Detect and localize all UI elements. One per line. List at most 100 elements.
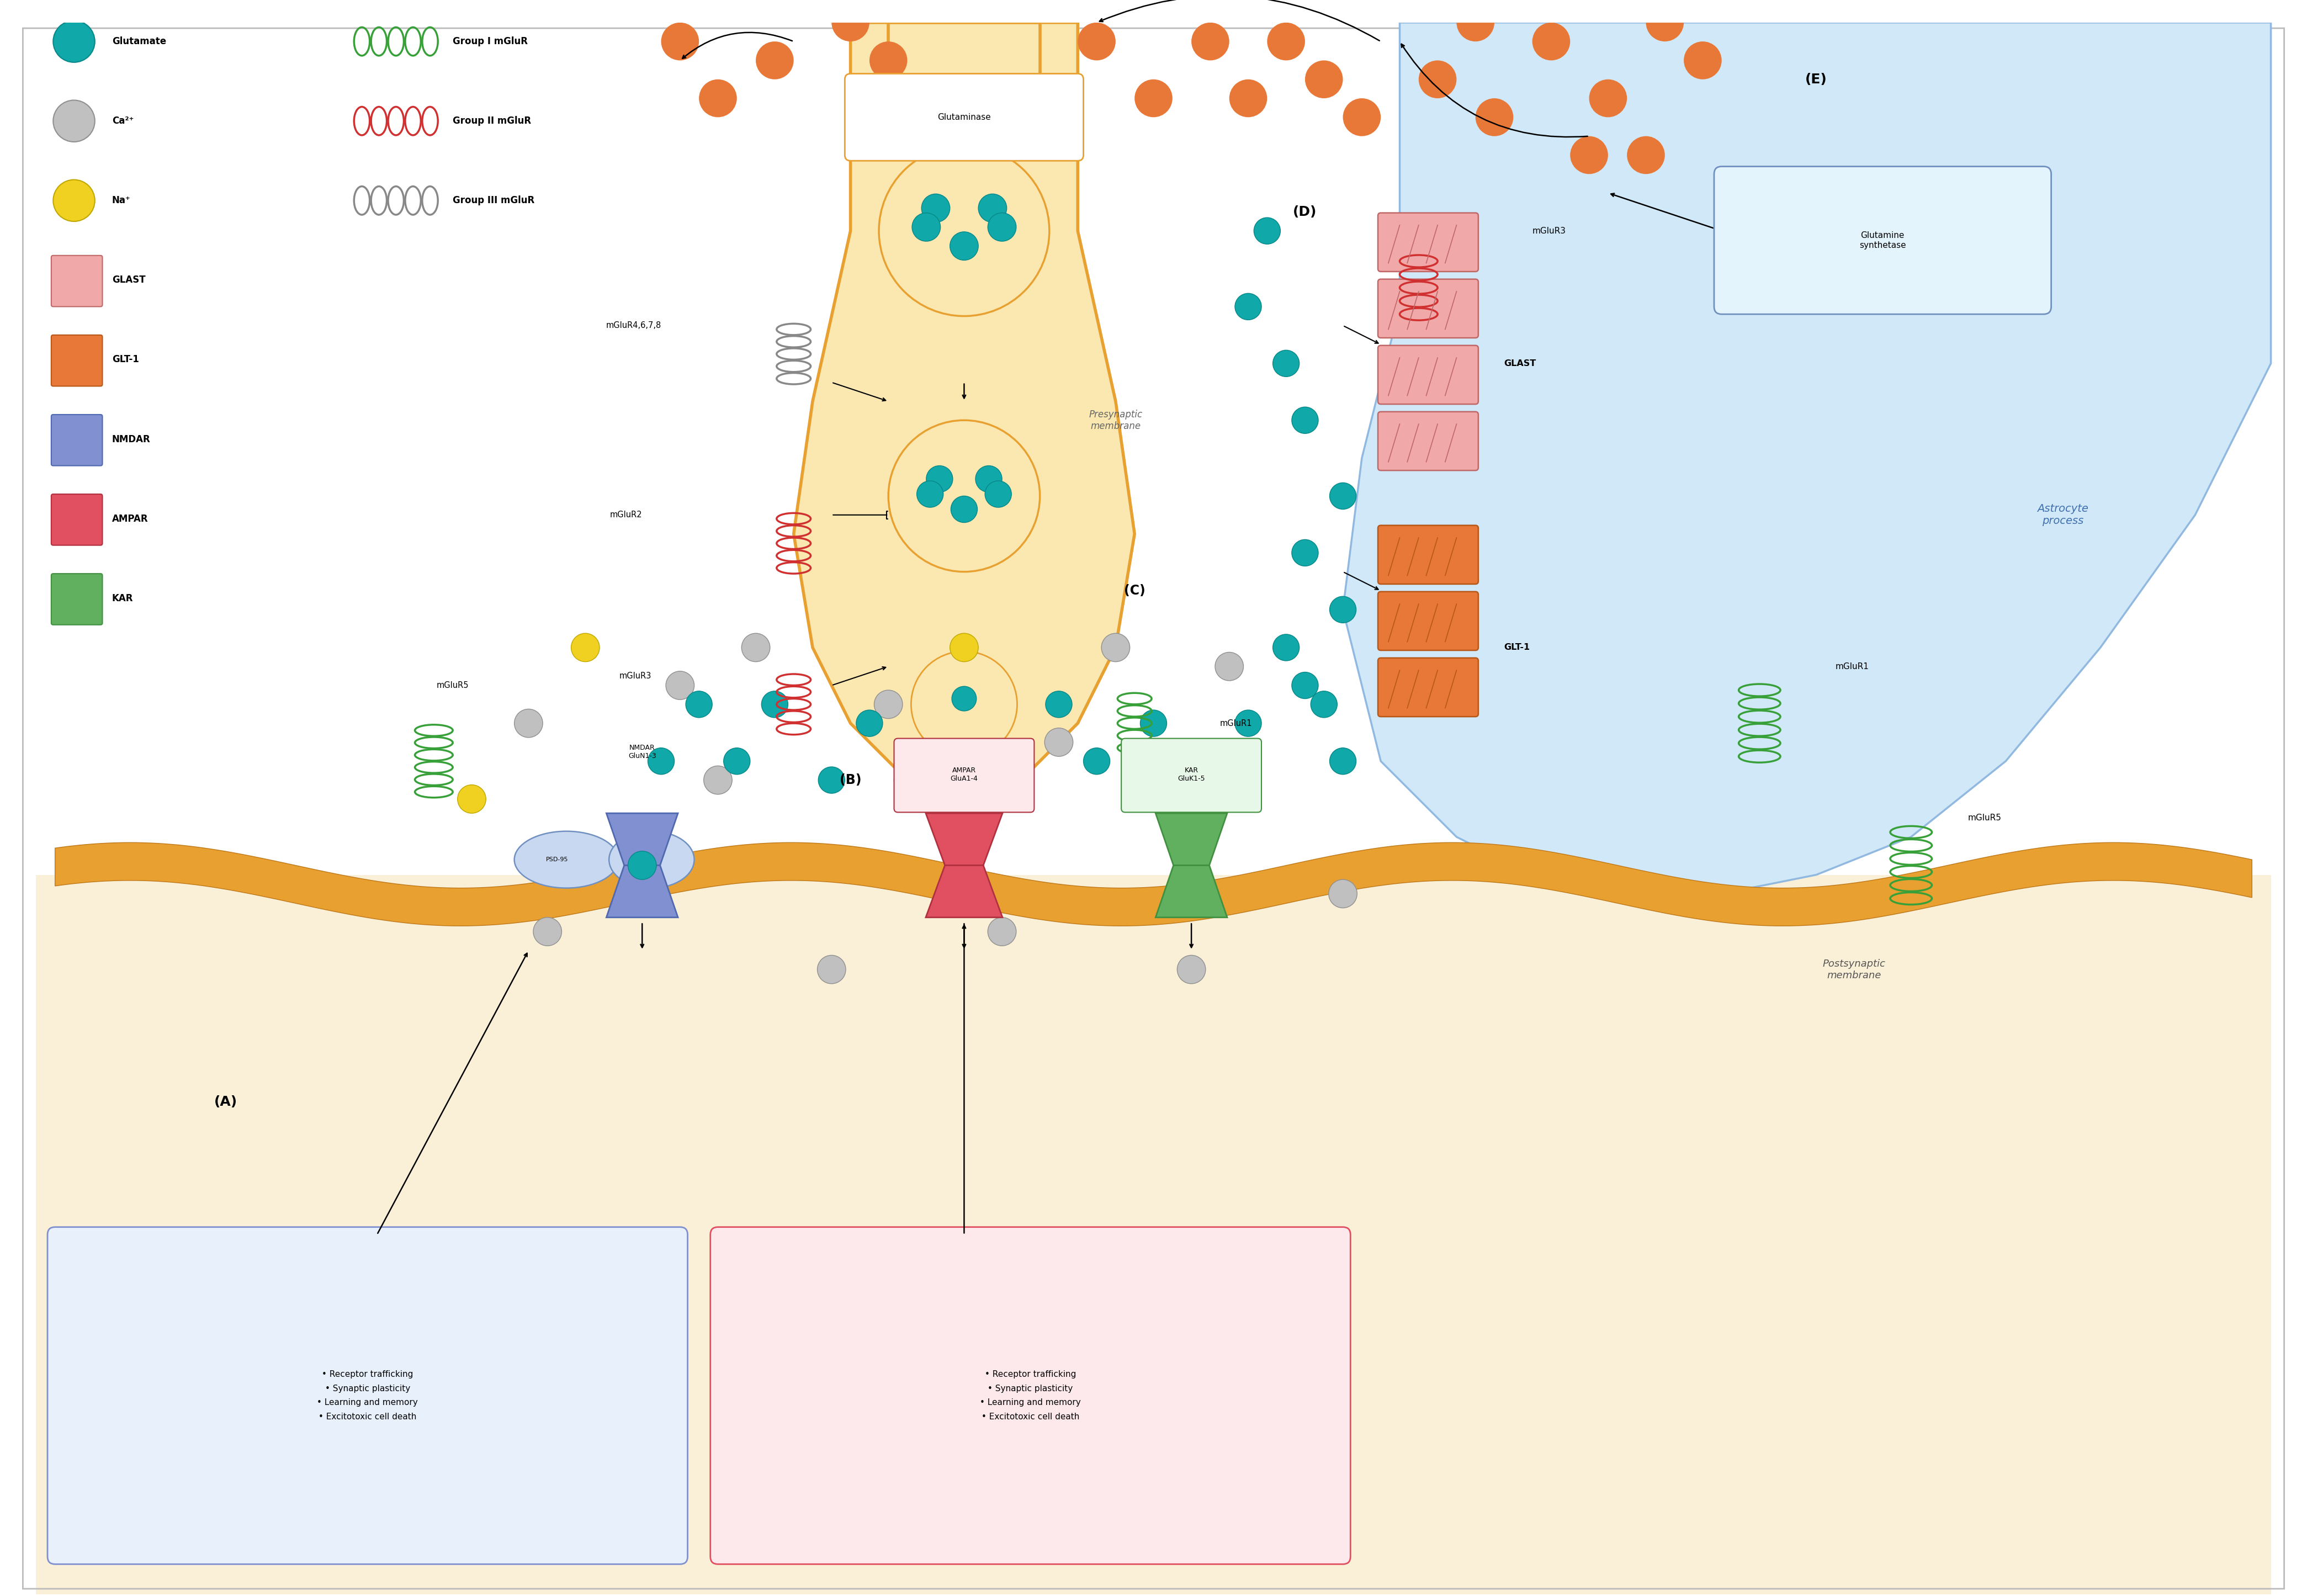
Text: AMPAR: AMPAR [111,514,148,523]
Circle shape [985,480,1010,508]
Circle shape [911,651,1017,758]
FancyBboxPatch shape [1121,739,1262,812]
Circle shape [978,195,1006,222]
Circle shape [1571,136,1608,174]
Circle shape [1273,350,1299,377]
Text: Presynaptic
membrane: Presynaptic membrane [1089,410,1142,431]
Circle shape [1306,61,1343,99]
Circle shape [1216,653,1243,680]
Circle shape [757,41,794,80]
Text: • Receptor trafficking
• Synaptic plasticity
• Learning and memory
• Excitotoxic: • Receptor trafficking • Synaptic plasti… [316,1369,418,1420]
Text: mGluR1: mGluR1 [1836,662,1869,670]
Text: mGluR3: mGluR3 [618,672,651,680]
Text: (A): (A) [215,1095,238,1109]
FancyBboxPatch shape [1377,345,1479,404]
Circle shape [741,634,771,662]
Circle shape [1419,61,1456,99]
Polygon shape [607,865,678,918]
Circle shape [533,918,561,946]
Text: GLAST: GLAST [1504,359,1536,367]
Circle shape [1476,99,1513,136]
Text: Glutamine
synthetase: Glutamine synthetase [1859,231,1906,249]
Circle shape [1456,3,1495,41]
Circle shape [1329,879,1357,908]
Circle shape [704,766,731,795]
Polygon shape [55,843,2252,926]
Text: NMDAR: NMDAR [111,434,150,444]
Text: GLAST: GLAST [111,275,145,286]
Circle shape [870,41,907,80]
Circle shape [1329,597,1357,622]
Text: GLT-1: GLT-1 [111,354,138,364]
Circle shape [572,634,600,662]
Circle shape [856,710,884,736]
Circle shape [53,101,95,142]
Text: Group III mGluR: Group III mGluR [452,196,535,206]
Circle shape [950,634,978,662]
Circle shape [662,22,699,61]
Circle shape [761,691,789,718]
Circle shape [648,749,674,774]
Circle shape [976,466,1001,492]
Circle shape [831,3,870,41]
FancyBboxPatch shape [51,573,102,624]
Text: Astrocyte
process: Astrocyte process [2037,504,2088,527]
Circle shape [1590,80,1626,117]
FancyBboxPatch shape [895,739,1034,812]
Text: NMDAR
GluN1-3: NMDAR GluN1-3 [628,744,655,760]
Text: (C): (C) [1124,584,1144,597]
Text: mGluR2: mGluR2 [609,511,641,519]
Circle shape [1190,22,1230,61]
Circle shape [874,689,902,718]
Polygon shape [1156,865,1227,918]
Text: mGluR1: mGluR1 [1220,720,1253,728]
Circle shape [724,749,750,774]
Circle shape [895,766,920,793]
FancyBboxPatch shape [711,1227,1350,1564]
Circle shape [1077,22,1117,61]
Text: Group II mGluR: Group II mGluR [452,117,531,126]
Circle shape [1234,710,1262,736]
FancyBboxPatch shape [51,335,102,386]
Circle shape [685,691,713,718]
Circle shape [1273,634,1299,661]
Ellipse shape [609,832,694,887]
Polygon shape [888,22,1040,136]
Circle shape [950,496,978,522]
Circle shape [1140,710,1167,736]
FancyBboxPatch shape [51,495,102,546]
Polygon shape [794,22,1135,800]
Circle shape [1045,728,1073,757]
Circle shape [817,956,847,983]
Circle shape [1230,80,1267,117]
FancyBboxPatch shape [1377,525,1479,584]
FancyBboxPatch shape [48,1227,687,1564]
Polygon shape [1343,22,2270,894]
FancyBboxPatch shape [1377,212,1479,271]
Circle shape [925,466,953,492]
Text: mGluR4,6,7,8: mGluR4,6,7,8 [607,321,662,330]
Circle shape [953,686,976,710]
Circle shape [628,851,657,879]
Circle shape [53,21,95,62]
FancyBboxPatch shape [1377,412,1479,471]
Circle shape [911,212,941,241]
FancyBboxPatch shape [844,73,1084,161]
Text: (B): (B) [840,774,861,787]
Circle shape [514,709,542,737]
Circle shape [1645,3,1684,41]
Circle shape [1197,766,1223,793]
Polygon shape [37,875,2270,1594]
Circle shape [920,195,950,222]
Circle shape [888,420,1040,571]
Circle shape [1084,749,1110,774]
Circle shape [819,766,844,793]
Circle shape [1234,294,1262,319]
Circle shape [987,212,1015,241]
Text: AMPAR
GluA1-4: AMPAR GluA1-4 [950,766,978,782]
Text: GLT-1: GLT-1 [1504,643,1530,651]
Circle shape [950,231,978,260]
Circle shape [1532,22,1571,61]
Circle shape [1310,691,1338,718]
Text: Homer: Homer [641,857,662,862]
